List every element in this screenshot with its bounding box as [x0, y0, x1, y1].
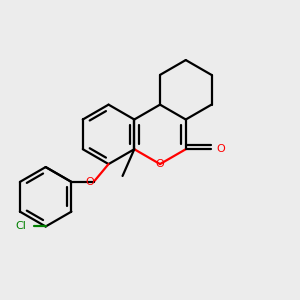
- Text: O: O: [85, 177, 94, 187]
- Text: O: O: [156, 159, 164, 169]
- Text: O: O: [216, 144, 225, 154]
- Text: Cl: Cl: [15, 221, 26, 232]
